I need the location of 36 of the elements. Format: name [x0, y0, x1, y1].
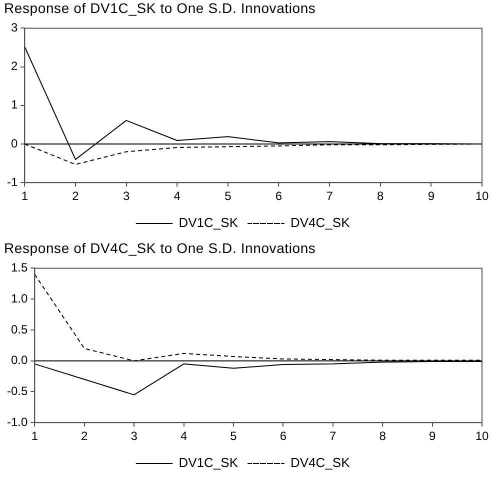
x-tick-label: 5 [224, 189, 232, 204]
x-tick-label: 8 [379, 429, 386, 444]
chart-title: Response of DV4C_SK to One S.D. Innovations [3, 240, 317, 258]
x-tick-label: 9 [428, 189, 435, 204]
x-tick-label: 6 [280, 429, 287, 444]
legend-label: DV1C_SK [178, 455, 238, 470]
x-tick-label: 5 [230, 429, 238, 444]
y-tick-label: -1 [7, 174, 18, 189]
x-tick-label: 3 [130, 429, 138, 444]
x-tick-label: 2 [81, 429, 88, 444]
x-tick-label: 4 [174, 189, 181, 204]
y-tick-label: -1.0 [6, 414, 28, 429]
x-tick-label: 7 [330, 429, 337, 444]
x-tick-label: 10 [475, 189, 489, 204]
y-tick-label: 2 [10, 59, 18, 74]
x-tick-label: 6 [275, 189, 282, 204]
y-tick-label: 0.0 [10, 353, 28, 368]
x-tick-label: 9 [428, 429, 436, 444]
y-tick-label: 0 [10, 136, 18, 150]
x-tick-label: 10 [475, 429, 489, 444]
legend-label: DV1C_SK [178, 215, 238, 230]
x-tick-label: 4 [180, 429, 188, 444]
legend-label: DV4C_SK [290, 455, 350, 470]
chart-title: Response of DV1C_SK to One S.D. Innovations [3, 0, 317, 18]
y-tick-label: 1.5 [10, 260, 28, 275]
y-tick-label: 1 [10, 98, 18, 112]
legend-label: DV4C_SK [290, 215, 350, 230]
y-tick-label: 3 [10, 20, 18, 35]
y-tick-label: 0.5 [10, 322, 28, 336]
y-tick-label: -0.5 [6, 384, 28, 398]
y-tick-label: 1.0 [10, 291, 28, 306]
x-tick-label: 8 [377, 189, 384, 204]
x-tick-label: 3 [122, 189, 130, 204]
x-tick-label: 2 [72, 189, 80, 204]
x-tick-label: 1 [31, 429, 38, 444]
x-tick-label: 7 [326, 189, 334, 204]
